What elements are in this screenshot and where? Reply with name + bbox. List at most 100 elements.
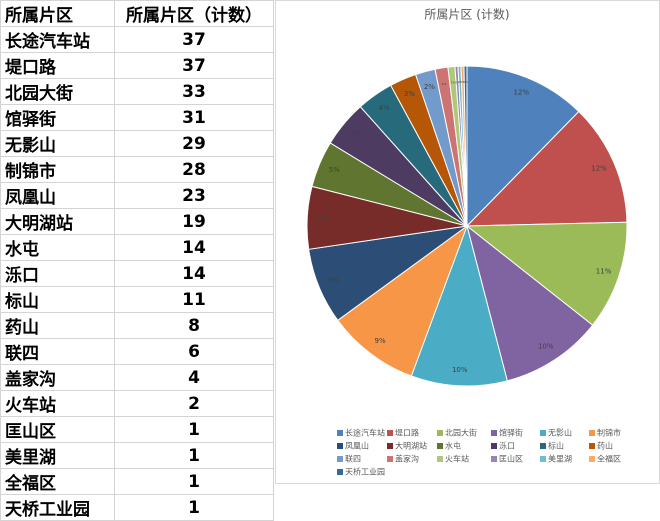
pie-slice	[466, 224, 594, 382]
table-row: 制锦市 28	[0, 156, 274, 183]
legend-swatch	[437, 456, 443, 462]
table-cell: 盖家沟	[0, 364, 115, 391]
table-cell: 匡山区	[0, 416, 115, 443]
data-label: 0%	[463, 80, 468, 84]
table-cell: 无影山	[0, 130, 115, 157]
table-row: 盖家沟 4	[0, 364, 274, 391]
table-row: 大明湖站 19	[0, 208, 274, 235]
table-row: 长途汽车站 37	[0, 26, 274, 53]
legend-swatch	[589, 443, 595, 449]
chart: 所属片区 (计数) 12% 12% 11% 10% 10% 9% 8% 6% 5% 5% 4% 3% 2…	[275, 0, 660, 484]
table-cell: 1	[114, 416, 274, 443]
table-cell: 29	[114, 130, 274, 157]
table-cell: 37	[114, 26, 274, 53]
legend-label: 火车站	[445, 454, 469, 464]
table-cell: 31	[114, 104, 274, 131]
data-label: 5%	[329, 166, 340, 174]
table-cell: 大明湖站	[0, 208, 115, 235]
legend-label: 北园大街	[445, 428, 477, 438]
legend-swatch	[589, 456, 595, 462]
data-label: 4%	[379, 104, 390, 112]
table-row: 火车站 2	[0, 390, 274, 417]
legend-swatch	[437, 443, 443, 449]
legend-label: 无影山	[548, 428, 572, 438]
table-cell: 凤凰山	[0, 182, 115, 209]
table-row: 水屯 14	[0, 234, 274, 261]
pie-slice	[465, 221, 628, 326]
legend-swatch	[540, 430, 546, 436]
table-row: 匡山区 1	[0, 416, 274, 443]
data-label: 0%	[455, 80, 460, 84]
table-cell: 14	[114, 260, 274, 287]
legend-swatch	[337, 430, 343, 436]
pie-slice	[410, 224, 508, 387]
legend-swatch	[337, 469, 343, 475]
table-cell: 8	[114, 312, 274, 339]
table-row: 所属片区 所属片区（计数）	[0, 0, 274, 27]
legend-swatch	[540, 456, 546, 462]
table-cell: 4	[114, 364, 274, 391]
legend-label: 药山	[597, 441, 613, 451]
header-cell: 所属片区	[0, 0, 115, 27]
table-cell: 堤口路	[0, 52, 115, 79]
table-cell: 馆驿街	[0, 104, 115, 131]
table-cell: 火车站	[0, 390, 115, 417]
table-cell: 33	[114, 78, 274, 105]
legend-swatch	[491, 443, 497, 449]
table-cell: 制锦市	[0, 156, 115, 183]
table-cell: 长途汽车站	[0, 26, 115, 53]
legend-label: 全福区	[597, 454, 621, 464]
table-row: 美里湖 1	[0, 442, 274, 469]
legend-label: 大明湖站	[395, 441, 427, 451]
data-label: 10%	[452, 366, 468, 374]
legend-swatch	[491, 430, 497, 436]
table-row: 药山 8	[0, 312, 274, 339]
data-label: 0%	[461, 80, 466, 84]
data-label: 0%	[458, 80, 463, 84]
table-row: 泺口 14	[0, 260, 274, 287]
table-row: 全福区 1	[0, 468, 274, 495]
legend-label: 堤口路	[395, 428, 419, 438]
legend-swatch	[491, 456, 497, 462]
table-cell: 全福区	[0, 468, 115, 495]
table-cell: 19	[114, 208, 274, 235]
table-cell: 标山	[0, 286, 115, 313]
legend-label: 制锦市	[597, 428, 621, 438]
legend-label: 匡山区	[499, 454, 523, 464]
table-cell: 1	[114, 494, 274, 521]
legend-label: 美里湖	[548, 454, 572, 464]
legend-label: 盖家沟	[395, 454, 419, 464]
table-row: 堤口路 37	[0, 52, 274, 79]
data-label: 3%	[404, 90, 415, 98]
table-cell: 28	[114, 156, 274, 183]
pie-slice	[465, 110, 628, 227]
data-label: 1%	[451, 81, 456, 85]
table-cell: 天桥工业园	[0, 494, 115, 521]
legend-label: 水屯	[445, 441, 461, 451]
header-cell: 所属片区（计数）	[114, 0, 274, 27]
table-cell: 23	[114, 182, 274, 209]
data-label: 2%	[424, 83, 435, 91]
table-row: 馆驿街 31	[0, 104, 274, 131]
data-label: 6%	[318, 215, 329, 223]
legend-swatch	[589, 430, 595, 436]
table-cell: 37	[114, 52, 274, 79]
table-cell: 药山	[0, 312, 115, 339]
table-cell: 1	[114, 442, 274, 469]
legend-swatch	[387, 443, 393, 449]
table-cell: 美里湖	[0, 442, 115, 469]
chart-title: 所属片区 (计数)	[424, 7, 509, 22]
data-label: 12%	[591, 165, 607, 173]
legend-swatch	[540, 443, 546, 449]
legend-label: 联四	[345, 455, 361, 464]
pie-slice	[466, 65, 580, 228]
data-label: 11%	[596, 268, 612, 276]
table-cell: 14	[114, 234, 274, 261]
legend-label: 凤凰山	[345, 441, 369, 451]
data-label: 9%	[375, 337, 386, 345]
data-label: 5%	[351, 130, 362, 138]
table-cell: 北园大街	[0, 78, 115, 105]
legend-swatch	[337, 443, 343, 449]
legend-label: 馆驿街	[499, 428, 523, 438]
